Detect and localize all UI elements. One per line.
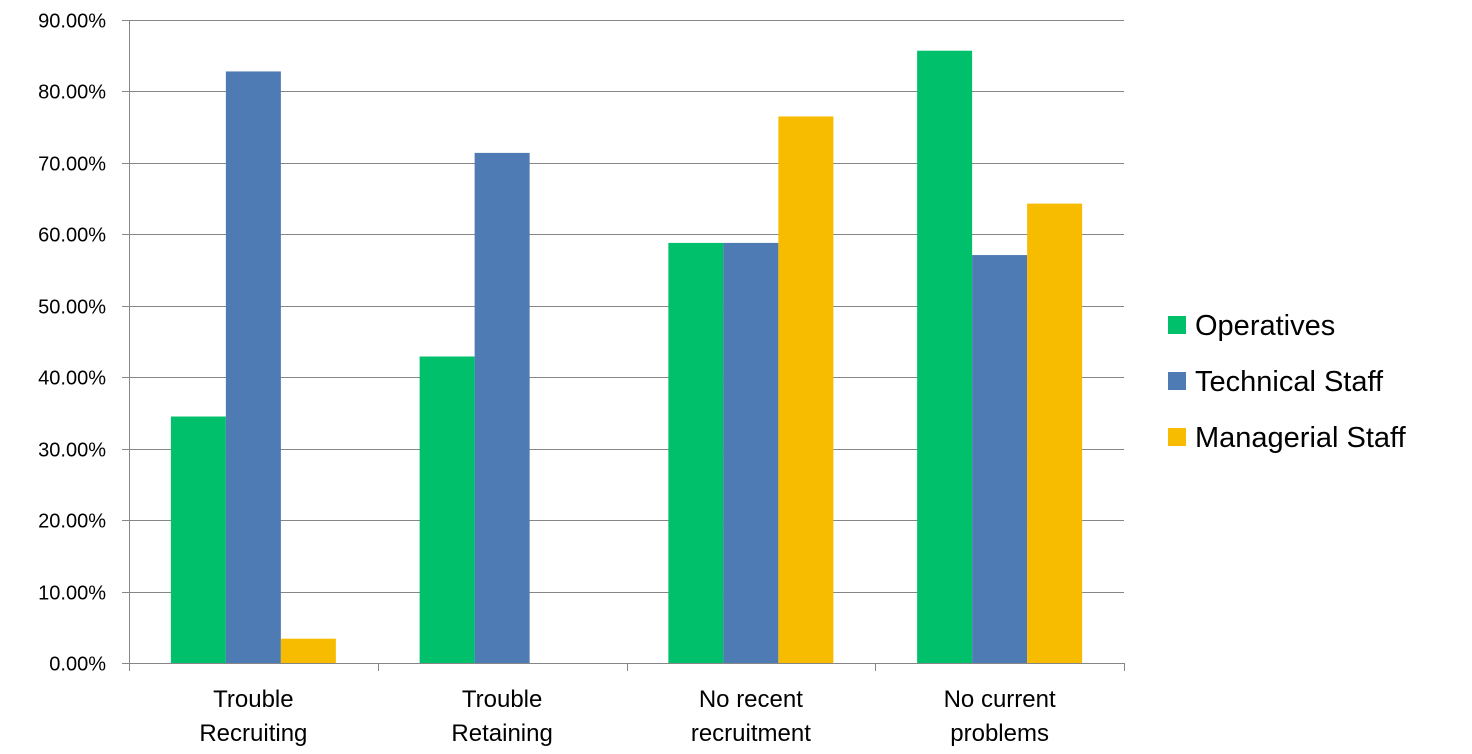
x-tick-label-line: Trouble [462,686,542,713]
y-tick-label: 90.00% [38,11,106,33]
x-tick-label: Trouble Recruiting [199,686,307,747]
x-tick-label-line: No current [944,686,1056,713]
bar-managerial-staff [280,638,336,663]
x-axis-tick-labels: Trouble Recruiting Trouble Retaining No rece… [199,686,1056,747]
bar-managerial-staff [1027,203,1083,663]
legend-label: Managerial Staff [1195,422,1407,454]
x-tick-label-line: recruitment [691,720,811,747]
y-tick-label: 60.00% [38,225,106,247]
y-tick-label: 80.00% [38,82,106,104]
y-tick-label: 70.00% [38,154,106,176]
bar-technical-staff [474,152,530,664]
bar-operatives [917,50,973,663]
x-tick-label: No recent recruitment [691,686,811,747]
y-tick-label: 50.00% [38,297,106,319]
bar-operatives [419,356,475,663]
y-tick-label: 30.00% [38,440,106,462]
legend-swatch [1168,372,1186,390]
y-tick-label: 40.00% [38,368,106,390]
x-tick-label-line: Retaining [451,720,552,747]
gridlines [129,20,1124,593]
bar-technical-staff [972,255,1028,663]
bar-managerial-staff [778,116,834,663]
y-tick-label: 0.00% [49,654,106,676]
legend-swatch [1168,428,1186,446]
legend-label: Technical Staff [1195,366,1384,398]
bars [170,50,1083,664]
y-axis-tick-labels: 0.00% 10.00% 20.00% 30.00% 40.00% 50.00% 60.00… [38,11,106,676]
legend: Operatives Technical Staff Managerial Staf… [1168,310,1407,454]
x-tick-label: Trouble Retaining [451,686,552,747]
y-tick-label: 10.00% [38,583,106,605]
x-tick-label: No current problems [944,686,1056,747]
x-tick-label-line: Trouble [213,686,293,713]
axes [122,20,1125,671]
bar-operatives [668,242,724,663]
legend-swatch [1168,316,1186,334]
legend-label: Operatives [1195,310,1335,342]
x-tick-label-line: Recruiting [199,720,307,747]
y-tick-label: 20.00% [38,511,106,533]
x-tick-label-line: problems [950,720,1049,747]
bar-technical-staff [723,242,779,663]
bar-technical-staff [225,71,281,663]
bar-operatives [170,416,226,663]
x-tick-label-line: No recent [699,686,803,713]
